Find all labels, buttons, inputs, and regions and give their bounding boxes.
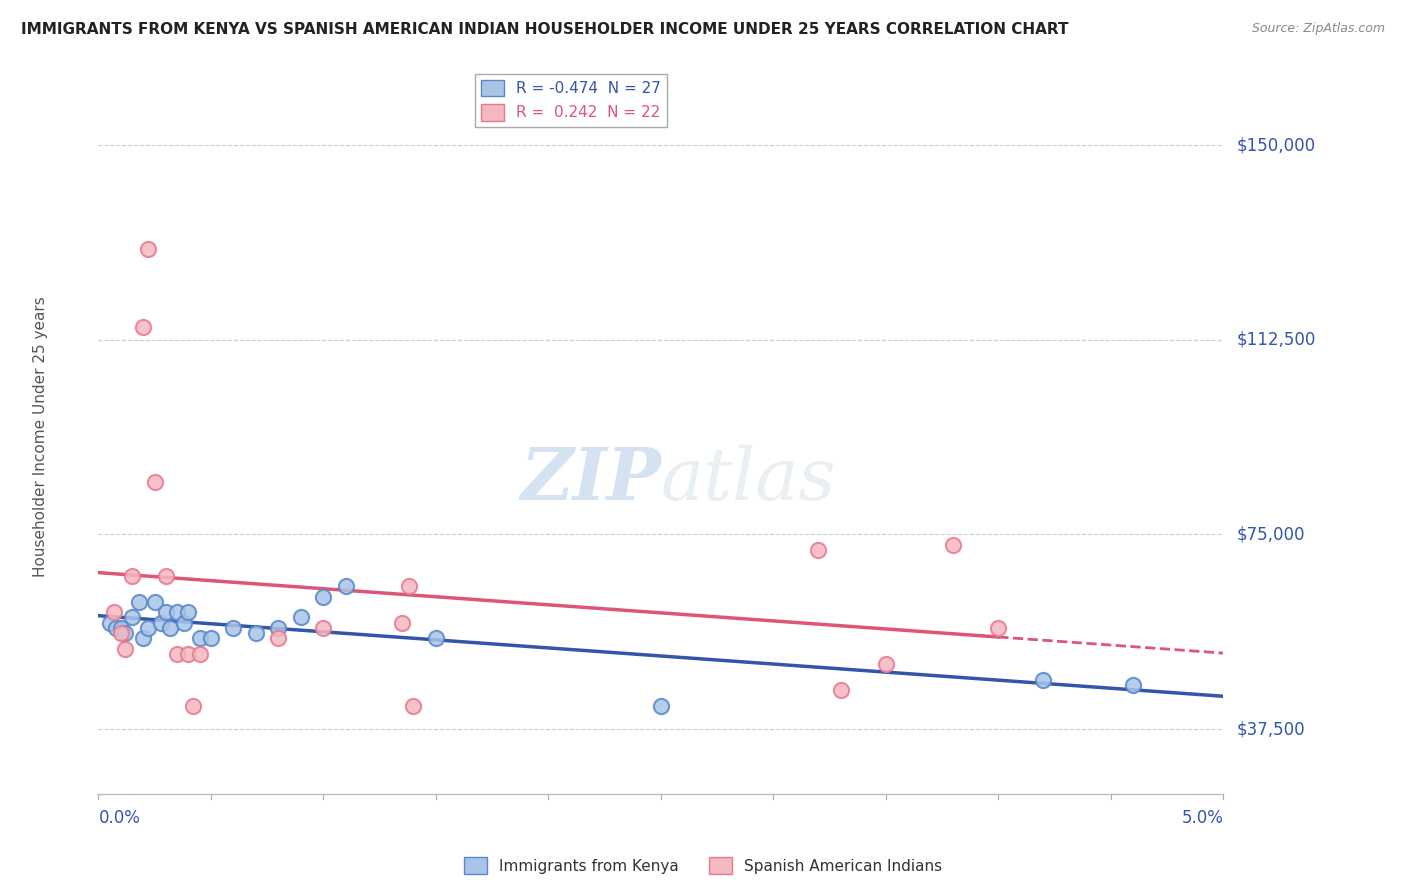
Point (143, 475, 166, 490)
Point (1032, 673, 1054, 687)
Point (425, 631, 447, 645)
Point (875, 657, 897, 672)
Point (290, 610, 312, 624)
Point (103, 605, 125, 619)
Text: atlas: atlas (661, 444, 837, 516)
Point (650, 698, 672, 713)
Point (114, 641, 136, 656)
Point (267, 631, 290, 645)
Text: Householder Income Under 25 years: Householder Income Under 25 years (32, 297, 48, 577)
Point (335, 579, 357, 593)
Point (830, 683, 852, 698)
Point (312, 590, 335, 604)
Text: Source: ZipAtlas.com: Source: ZipAtlas.com (1251, 22, 1385, 36)
Point (177, 647, 200, 661)
Point (105, 621, 128, 635)
Legend: Immigrants from Kenya, Spanish American Indians: Immigrants from Kenya, Spanish American … (457, 851, 949, 880)
Point (222, 621, 245, 635)
Point (132, 319, 155, 334)
Point (136, 621, 159, 635)
Point (121, 610, 143, 624)
Point (166, 605, 188, 619)
Point (121, 569, 143, 583)
Text: 5.0%: 5.0% (1181, 809, 1223, 828)
Point (110, 621, 132, 635)
Text: $150,000: $150,000 (1237, 136, 1316, 154)
Point (173, 615, 195, 630)
Legend: R = -0.474  N = 27, R =  0.242  N = 22: R = -0.474 N = 27, R = 0.242 N = 22 (475, 74, 666, 127)
Point (166, 647, 188, 661)
Text: $75,000: $75,000 (1237, 525, 1305, 543)
Point (177, 605, 200, 619)
Point (987, 621, 1010, 635)
Point (143, 595, 166, 609)
Text: $37,500: $37,500 (1237, 720, 1305, 738)
Point (200, 631, 222, 645)
Point (159, 621, 181, 635)
Point (155, 605, 177, 619)
Point (1122, 678, 1144, 692)
Point (132, 631, 155, 645)
Point (114, 626, 136, 640)
Point (267, 621, 290, 635)
Text: ZIP: ZIP (520, 444, 661, 516)
Point (110, 626, 132, 640)
Point (136, 242, 159, 256)
Point (391, 615, 413, 630)
Point (155, 569, 177, 583)
Point (128, 595, 150, 609)
Point (312, 621, 335, 635)
Text: $112,500: $112,500 (1237, 331, 1316, 349)
Point (150, 615, 173, 630)
Point (245, 626, 267, 640)
Point (398, 579, 420, 593)
Point (188, 647, 211, 661)
Point (188, 631, 211, 645)
Text: IMMIGRANTS FROM KENYA VS SPANISH AMERICAN INDIAN HOUSEHOLDER INCOME UNDER 25 YEA: IMMIGRANTS FROM KENYA VS SPANISH AMERICA… (21, 22, 1069, 37)
Point (942, 538, 965, 552)
Text: 0.0%: 0.0% (98, 809, 141, 828)
Point (98, 615, 121, 630)
Point (181, 698, 204, 713)
Point (807, 543, 830, 558)
Point (402, 698, 425, 713)
